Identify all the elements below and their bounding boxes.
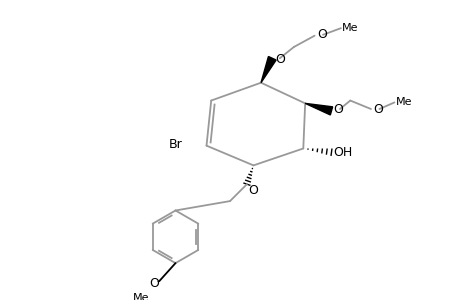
Text: Me: Me — [341, 23, 358, 33]
Polygon shape — [304, 103, 332, 115]
Text: Me: Me — [132, 293, 149, 300]
Text: Me: Me — [395, 98, 411, 107]
Text: O: O — [372, 103, 382, 116]
Polygon shape — [260, 56, 275, 83]
Text: O: O — [317, 28, 326, 41]
Text: O: O — [274, 53, 285, 66]
Text: O: O — [247, 184, 257, 197]
Text: O: O — [149, 277, 158, 290]
Text: O: O — [333, 103, 342, 116]
Text: OH: OH — [333, 146, 352, 159]
Text: Br: Br — [168, 138, 182, 151]
